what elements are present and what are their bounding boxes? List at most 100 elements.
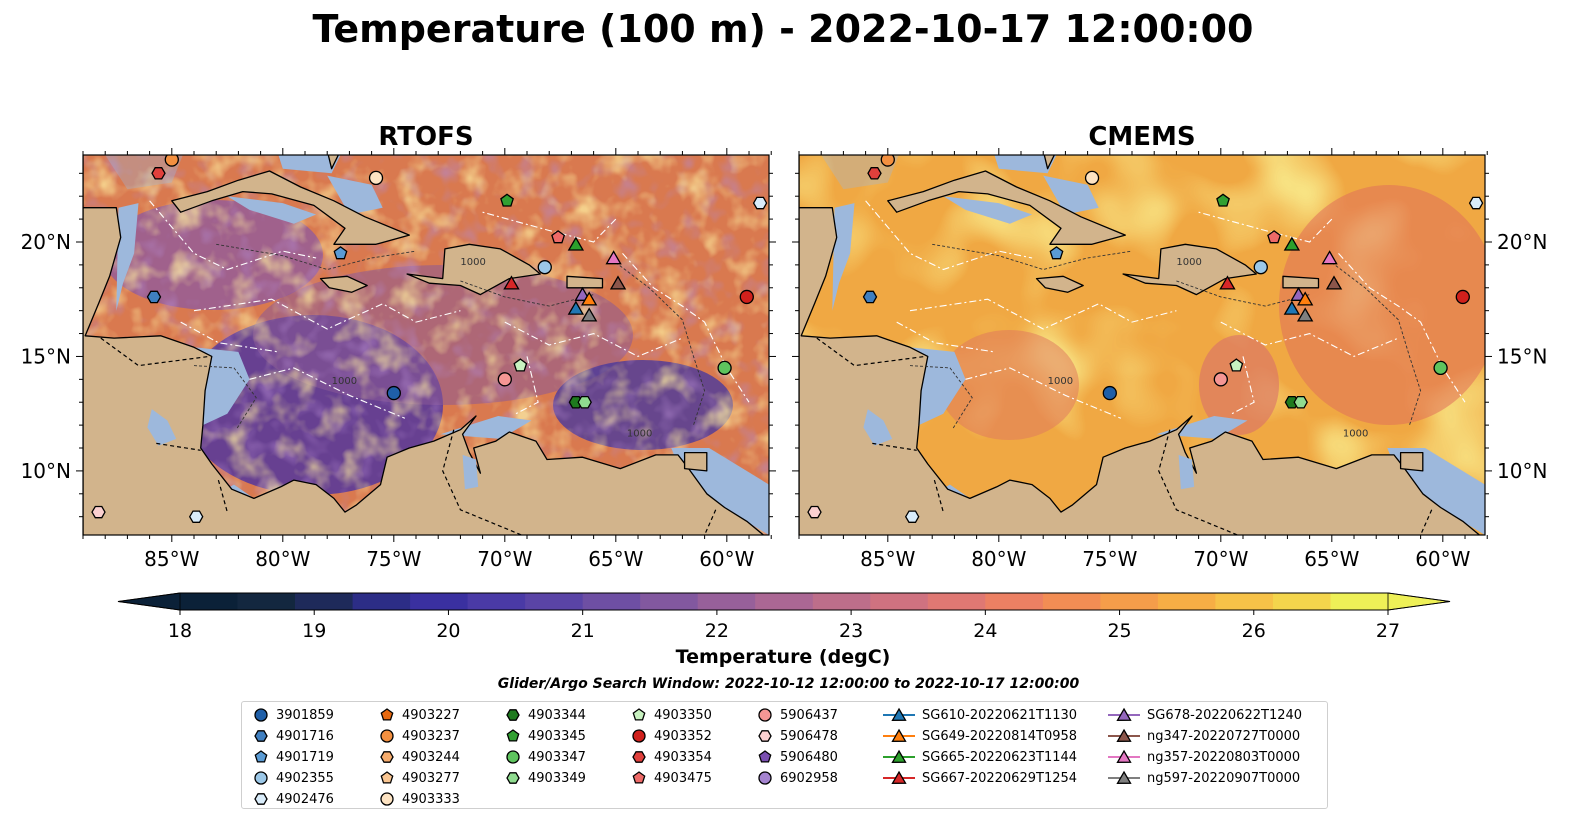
colorbar-segment (180, 593, 239, 610)
colorbar-segment (237, 593, 296, 610)
legend-item: SG678-20220622T1240 (1107, 705, 1302, 725)
platform-marker-4903350 (1229, 358, 1244, 372)
colorbar-segment (1273, 593, 1332, 610)
legend-marker (506, 709, 520, 721)
legend-label: 3901859 (276, 707, 334, 723)
legend-item: 4903475 (630, 768, 712, 788)
legend-marker-icon (883, 707, 915, 721)
legend-label: 5906480 (780, 749, 838, 765)
legend-marker-icon (380, 792, 394, 806)
platform-marker-4903347 (717, 360, 732, 376)
legend-marker (506, 729, 520, 742)
legend-item: 4903350 (630, 705, 712, 725)
colorbar-segment (352, 593, 411, 610)
platform-marker-4902476 (188, 510, 204, 523)
land-jamaica (319, 275, 368, 293)
eez-boundary (1338, 253, 1466, 403)
legend-item: 4903344 (504, 705, 586, 725)
platform-legend: 3901859 4901716 4901719 4902355 4902476 49032… (241, 701, 1328, 809)
legend-item: 5906437 (756, 705, 838, 725)
legend-label: 4902355 (276, 770, 334, 786)
eez-boundary (909, 298, 1177, 330)
legend-item: 4903333 (378, 789, 460, 809)
legend-label: 4902476 (276, 791, 334, 807)
legend-item: 4903352 (630, 726, 712, 746)
platform-marker-4903345 (500, 193, 514, 207)
lat-tick-label: 20°N (1497, 230, 1547, 254)
colorbar-segment (582, 593, 641, 610)
legend-label: SG665-20220623T1144 (922, 749, 1078, 765)
bathymetry-label: 1000 (460, 257, 485, 268)
platform-marker-SG649-20220814T0958 (1296, 291, 1314, 306)
platform-marker-SG649-20220814T0958 (580, 291, 598, 306)
platform-marker-5906478 (807, 505, 822, 519)
platform-marker-SG665-20220623T1144 (1283, 236, 1301, 251)
colorbar-segment (870, 593, 929, 610)
eez-boundary (193, 298, 461, 330)
platform-marker-ng597-20220907T0000 (1296, 307, 1314, 322)
cool-patch (939, 330, 1079, 440)
legend-label: SG649-20220814T0958 (922, 728, 1078, 744)
country-border (1158, 429, 1240, 535)
platform-marker-5906478 (91, 505, 106, 519)
platform-marker-4903352 (1455, 289, 1470, 305)
legend-marker (254, 793, 268, 805)
continental-shelf (227, 196, 317, 224)
bathymetry-label: 1000 (1176, 257, 1201, 268)
land-puertorico (1282, 275, 1320, 289)
legend-label: 4903352 (654, 728, 712, 744)
platform-marker-4903349 (577, 395, 592, 409)
legend-marker-icon (883, 728, 915, 742)
legend-marker-icon (632, 708, 646, 721)
colorbar-tick-label: 25 (1107, 620, 1131, 642)
legend-marker-icon (758, 771, 772, 785)
colorbar-segment (467, 593, 526, 610)
platform-marker-ng347-20220727T0000 (609, 275, 627, 290)
legend-item: 4902476 (252, 789, 334, 809)
eez-boundary (249, 367, 406, 419)
legend-label: 4903354 (654, 749, 712, 765)
legend-marker-icon (380, 771, 394, 784)
legend-marker (254, 730, 268, 742)
land-trinidad (1399, 451, 1424, 472)
platform-marker-4903347 (1433, 360, 1448, 376)
colorbar-segment (410, 593, 469, 610)
land-puertorico (566, 275, 604, 289)
legend-label: 4903350 (654, 707, 712, 723)
lon-tick-label: 75°W (366, 547, 421, 571)
legend-item: 4903277 (378, 768, 460, 788)
platform-marker-4903350 (513, 358, 528, 372)
legend-label: 4903277 (402, 770, 460, 786)
legend-marker-icon (380, 708, 394, 721)
legend-marker (380, 708, 394, 721)
legend-label: 4901716 (276, 728, 334, 744)
platform-marker-SG610-20220621T1130 (567, 300, 585, 315)
platform-marker-ng357-20220803T0000 (1321, 250, 1338, 265)
platform-marker-4903475 (551, 230, 566, 244)
colorbar-tick-label: 26 (1242, 620, 1266, 642)
legend-marker-icon (380, 751, 394, 763)
legend-marker-icon (254, 708, 268, 722)
legend-marker (891, 728, 907, 742)
cool-patch (1199, 335, 1279, 435)
platform-marker-4901719 (1049, 246, 1064, 260)
bathymetry-label: 1000 (332, 376, 357, 387)
legend-item: 4903349 (504, 768, 586, 788)
platform-marker-4901716 (862, 290, 878, 304)
legend-marker (254, 708, 268, 722)
legend-marker (891, 749, 907, 763)
legend-marker (632, 751, 646, 763)
lon-tick-label: 75°W (1082, 547, 1137, 571)
colorbar-tick-label: 19 (302, 620, 326, 642)
legend-marker (254, 750, 268, 763)
legend-marker (891, 707, 907, 721)
legend-marker (380, 729, 394, 743)
legend-marker-icon (254, 771, 268, 785)
lat-tick-label: 10°N (1497, 459, 1547, 483)
bathymetry-contour (1176, 280, 1310, 307)
legend-marker (380, 792, 394, 806)
lon-tick-label: 60°W (1415, 547, 1470, 571)
legend-marker-icon (1108, 728, 1140, 742)
platform-marker-4903475 (1267, 230, 1282, 244)
legend-label: 5906437 (780, 707, 838, 723)
